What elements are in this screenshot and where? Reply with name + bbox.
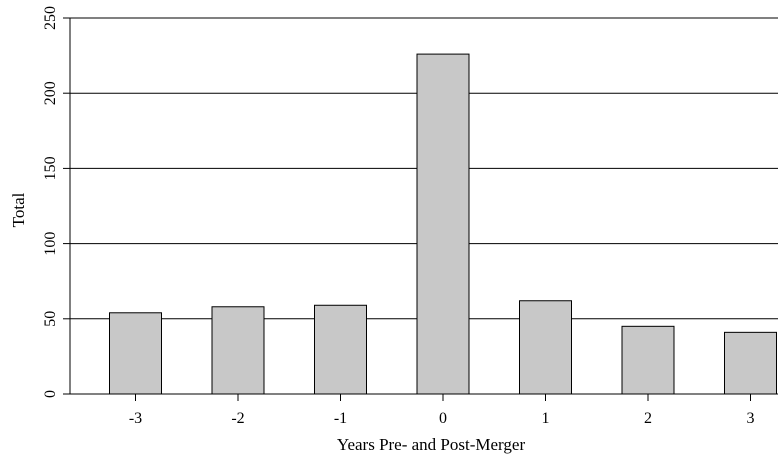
bar	[621, 325, 675, 395]
x-tick-label: -2	[231, 410, 244, 427]
y-tick-label: 100	[42, 232, 59, 256]
x-tick-label: -1	[334, 410, 347, 427]
bar	[519, 300, 572, 395]
y-tick-label: 200	[42, 81, 59, 105]
y-tick-label: 0	[42, 390, 59, 398]
x-tick-label: 1	[542, 410, 550, 427]
y-axis-ticks: 0 50 100 150 200 250	[42, 6, 70, 398]
bars	[109, 53, 777, 395]
x-tick-label: 0	[439, 410, 447, 427]
x-tick-label: 3	[747, 410, 755, 427]
x-tick-label: 2	[644, 410, 652, 427]
x-tick-label: -3	[129, 410, 142, 427]
x-axis-label: Years Pre- and Post-Merger	[337, 435, 526, 454]
bar	[211, 306, 265, 395]
y-axis-label: Total	[9, 192, 28, 227]
bar	[109, 312, 162, 395]
bar	[314, 304, 367, 395]
y-tick-label: 150	[42, 156, 59, 180]
y-tick-label: 50	[42, 311, 59, 327]
x-axis-ticks: -3 -2 -1 0 1 2 3	[129, 394, 755, 427]
bar	[416, 53, 470, 395]
bar	[724, 331, 777, 395]
y-tick-label: 250	[42, 6, 59, 30]
axes	[69, 18, 778, 395]
